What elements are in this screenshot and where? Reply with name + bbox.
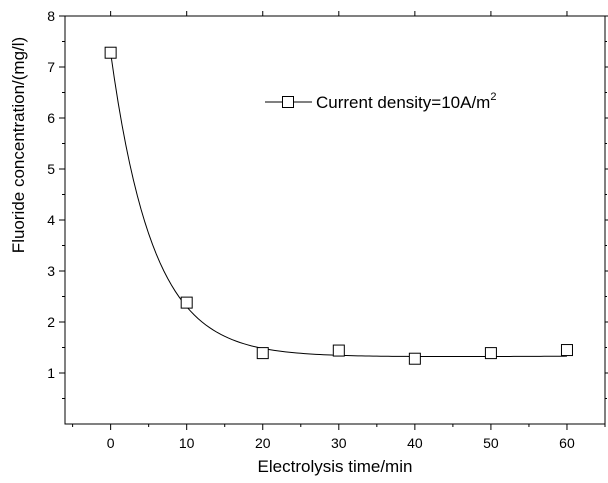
y-tick-label: 7 [47, 59, 55, 75]
x-axis-tick-labels: 0 10 20 30 40 50 60 [107, 435, 575, 451]
x-tick-label: 20 [255, 435, 271, 451]
legend-label-superscript: 2 [490, 91, 496, 103]
y-tick-label: 8 [47, 8, 55, 24]
y-axis-label: Fluoride concentration/(mg/l) [9, 37, 28, 253]
x-tick-label: 10 [179, 435, 195, 451]
legend: Current density=10A/m2 [265, 91, 496, 112]
x-axis-ticks [72, 11, 606, 430]
y-tick-label: 6 [47, 110, 55, 126]
x-tick-label: 30 [331, 435, 347, 451]
x-tick-label: 0 [107, 435, 115, 451]
y-tick-label: 4 [47, 212, 55, 228]
data-point-marker [484, 347, 497, 360]
y-tick-label: 2 [47, 314, 55, 330]
data-point-marker [332, 344, 345, 357]
x-tick-label: 60 [559, 435, 575, 451]
series-markers [104, 46, 573, 365]
data-point-marker [408, 352, 421, 365]
x-tick-label: 40 [407, 435, 423, 451]
y-tick-label: 3 [47, 263, 55, 279]
y-axis-tick-labels: 1 2 3 4 5 6 7 8 [47, 8, 55, 381]
legend-marker [282, 96, 294, 108]
data-point-marker [180, 296, 193, 309]
data-point-marker [256, 347, 269, 360]
y-tick-label: 5 [47, 161, 55, 177]
legend-label: Current density=10A/m2 [316, 91, 496, 112]
plot-frame [64, 15, 606, 425]
y-axis-ticks [59, 15, 608, 399]
x-axis-label: Electrolysis time/min [258, 457, 413, 476]
x-tick-label: 50 [483, 435, 499, 451]
y-tick-label: 1 [47, 365, 55, 381]
data-point-marker [104, 46, 117, 59]
data-point-marker [560, 344, 573, 357]
